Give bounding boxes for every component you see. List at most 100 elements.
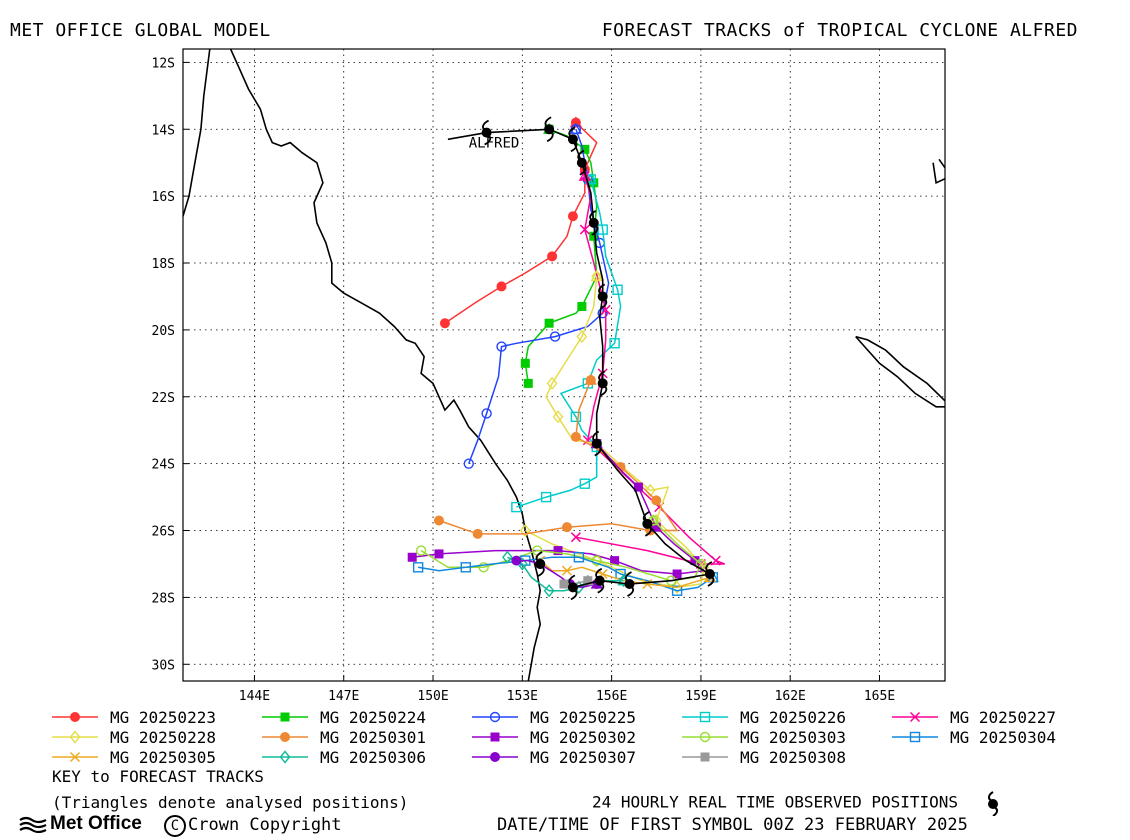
- cyclone-arm: [598, 370, 606, 382]
- track-point: [589, 231, 599, 241]
- track-point: [576, 329, 588, 344]
- cyclone-arm: [627, 586, 635, 597]
- cyclone-arm: [484, 134, 492, 146]
- legend-label: MG 20250226: [740, 707, 846, 727]
- met-office-logo: Met Office: [18, 813, 142, 835]
- copyright-text: Crown Copyright: [188, 815, 342, 835]
- track-point: [553, 546, 563, 556]
- track-point: [472, 528, 483, 539]
- observed-position-symbol: [588, 210, 599, 236]
- legend-marker: [279, 750, 291, 764]
- track-line: [516, 179, 622, 508]
- observed-position-symbol: [624, 571, 635, 597]
- track-point: [552, 410, 564, 424]
- track-point: [439, 318, 450, 329]
- legend-label: MG 20250307: [530, 747, 636, 767]
- storm-label: ALFRED: [469, 136, 520, 152]
- track-point: [543, 584, 555, 598]
- observed-position-symbol: [597, 370, 608, 397]
- observed-position-symbol: [704, 561, 715, 587]
- cyclone-arm: [642, 511, 650, 522]
- legend-marker: [280, 712, 290, 722]
- observed-position-symbol: [567, 126, 578, 153]
- copyright: C Crown Copyright: [164, 815, 342, 837]
- track-point: [710, 555, 721, 566]
- track-point: [519, 523, 531, 538]
- track-point: [570, 411, 582, 423]
- y-tick-label: 30S: [152, 658, 175, 673]
- key-title: KEY to FORECAST TRACKS: [52, 767, 264, 786]
- legend-swatch: [682, 752, 728, 762]
- track-point: [540, 491, 552, 503]
- cyclone-arm: [568, 574, 576, 586]
- legend-swatch: [52, 712, 98, 722]
- y-tick-label: 24S: [152, 458, 175, 473]
- legend-label: MG 20250303: [740, 727, 846, 747]
- legend-swatch: [892, 731, 938, 743]
- cyclone-arm: [568, 126, 576, 138]
- track-point: [579, 478, 591, 489]
- track-point: [577, 301, 587, 311]
- track-point: [672, 569, 682, 579]
- legend-swatch: [262, 732, 308, 742]
- track-point: [591, 555, 602, 566]
- legend-item: MG 20250227: [890, 707, 1056, 727]
- cyclone-arm: [577, 149, 585, 161]
- coastline: [229, 49, 542, 681]
- legend-label: MG 20250228: [110, 727, 216, 747]
- coastline: [932, 158, 945, 184]
- y-tick-label: 18S: [152, 257, 175, 272]
- legend-marker: [69, 751, 81, 763]
- track-point: [671, 585, 683, 596]
- x-tick-label: 144E: [239, 689, 270, 704]
- cyclone-arm: [589, 210, 597, 221]
- legend-swatch: [682, 711, 728, 723]
- legend-swatch: [262, 750, 308, 764]
- x-tick-label: 150E: [417, 689, 448, 704]
- cyclone-arm: [591, 225, 599, 236]
- track-point: [583, 576, 593, 586]
- legend-swatch: [682, 731, 728, 743]
- cyclone-arm: [624, 571, 632, 582]
- chart-title: FORECAST TRACKS of TROPICAL CYCLONE ALFR…: [601, 20, 1078, 41]
- legend-label: MG 20250224: [320, 707, 426, 727]
- observed-positions-text: 24 HOURLY REAL TIME OBSERVED POSITIONS: [592, 792, 959, 812]
- track-point: [644, 483, 656, 498]
- track-point: [496, 281, 507, 292]
- track-point: [434, 549, 444, 559]
- y-tick-label: 14S: [152, 123, 175, 138]
- legend-label: MG 20250227: [950, 707, 1056, 727]
- track-point: [544, 318, 554, 328]
- track-point: [609, 338, 620, 349]
- analysed-position-triangle: [590, 270, 603, 282]
- observed-position-symbol: [535, 551, 546, 577]
- track-point: [502, 550, 513, 564]
- legend-marker: [489, 711, 501, 723]
- track-point: [610, 556, 620, 566]
- legend-label: MG 20250302: [530, 727, 636, 747]
- track-point: [433, 515, 444, 526]
- legend-swatch: [262, 712, 308, 722]
- key-note: (Triangles denote analysed positions): [52, 793, 409, 812]
- cyclone-arm: [592, 430, 600, 442]
- cyclone-arm: [595, 567, 603, 579]
- legend-swatch: [52, 751, 98, 763]
- cyclone-arm: [707, 576, 715, 587]
- met-office-logo-icon: [19, 816, 47, 833]
- track-line: [444, 122, 598, 324]
- cyclone-arm: [644, 526, 652, 537]
- observed-position-symbol: [576, 149, 587, 176]
- legend-marker: [699, 731, 711, 743]
- x-tick-label: 159E: [685, 689, 716, 704]
- track-point: [690, 556, 700, 566]
- plot-frame: [182, 48, 946, 682]
- cyclone-icon: [987, 791, 998, 817]
- legend-item: MG 20250301: [260, 727, 426, 747]
- cyclone-arm: [600, 385, 608, 397]
- cyclone-arm: [546, 131, 554, 143]
- track-point: [651, 522, 661, 532]
- track-point: [559, 579, 569, 589]
- legend-label: MG 20250304: [950, 727, 1056, 747]
- legend-marker: [700, 752, 710, 762]
